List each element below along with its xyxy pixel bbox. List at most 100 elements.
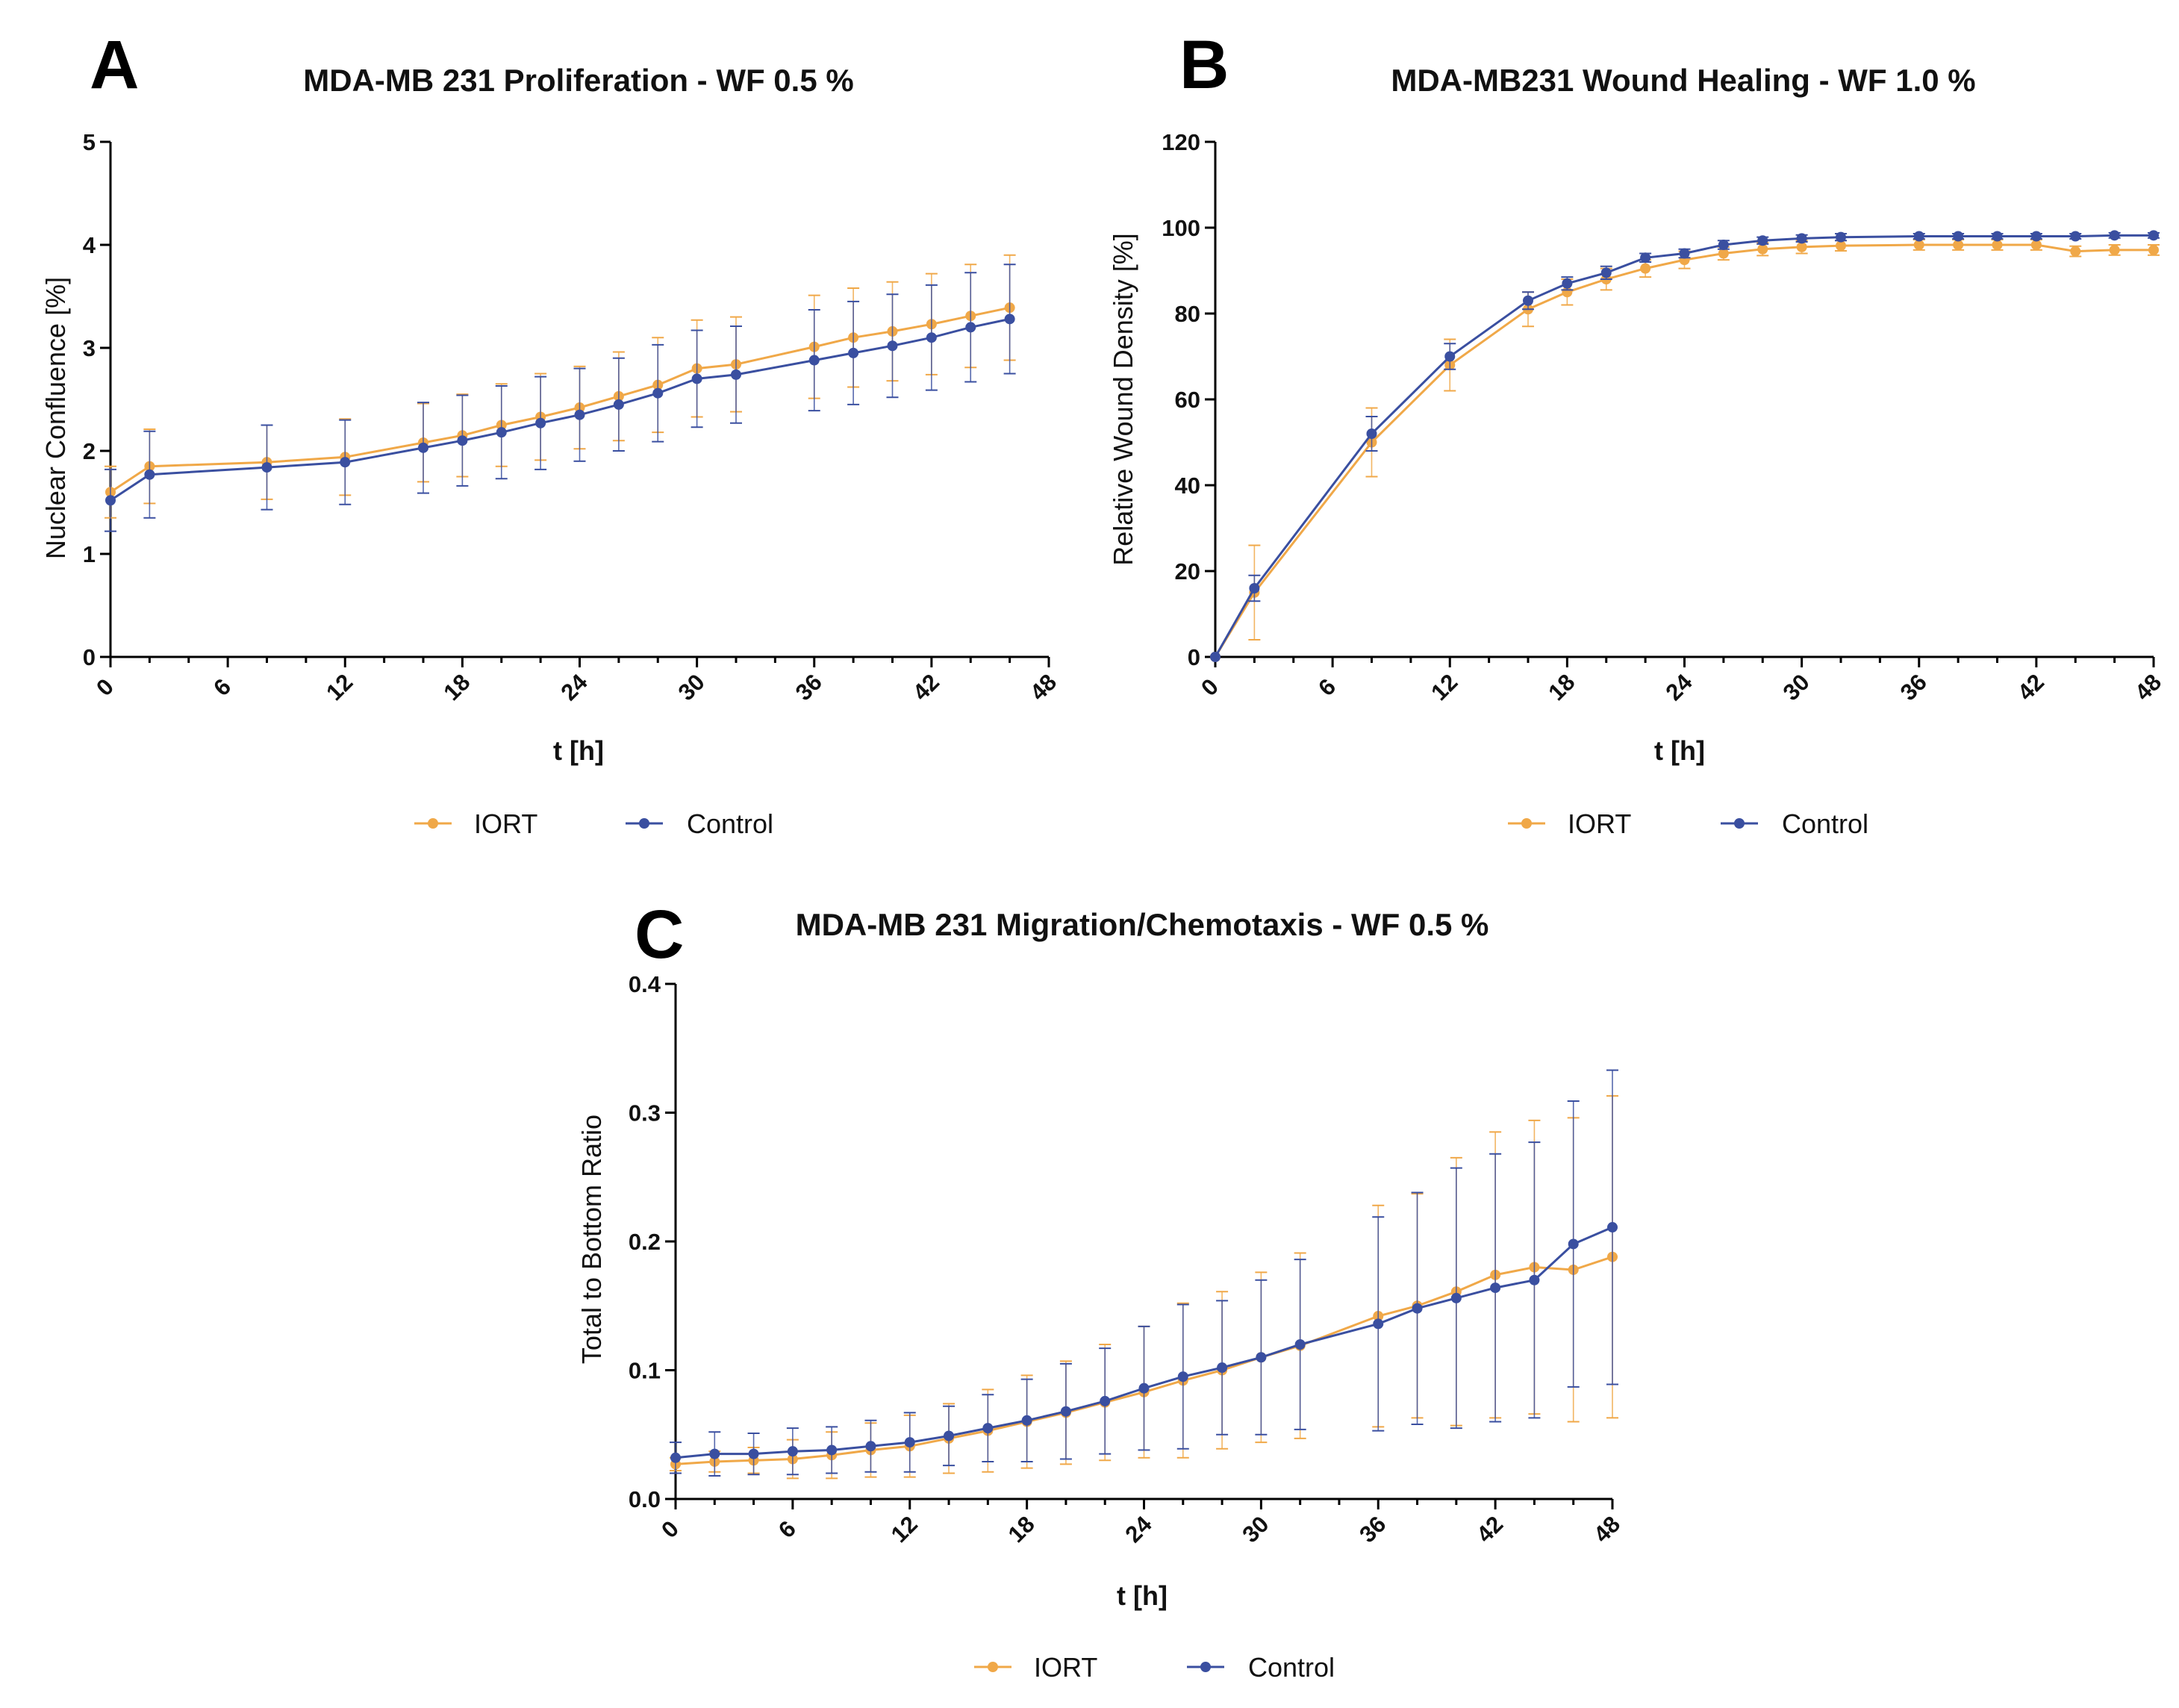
data-point	[1718, 240, 1729, 250]
data-point	[787, 1446, 798, 1457]
axes	[100, 140, 1050, 667]
data-point	[340, 457, 351, 468]
x-tick-label: 18	[1003, 1511, 1040, 1548]
data-point	[105, 495, 116, 506]
data-point	[1796, 233, 1807, 244]
legend-item-iort: IORT	[414, 808, 537, 839]
panel-c: C MDA-MB 231 Migration/Chemotaxis - WF 0…	[576, 897, 1625, 1683]
data-point	[1607, 1222, 1618, 1233]
chart-title: MDA-MB 231 Proliferation - WF 0.5 %	[303, 63, 853, 98]
panel-b: B MDA-MB231 Wound Healing - WF 1.0 % 0 20…	[1108, 27, 2166, 839]
data-point	[574, 409, 585, 420]
series-iort	[105, 254, 1016, 519]
y-tick-labels: 0.0 0.1 0.2 0.3 0.4	[629, 971, 661, 1512]
y-tick-label: 80	[1175, 301, 1200, 327]
data-point	[1953, 240, 1964, 250]
data-point	[1600, 267, 1612, 278]
x-tick-label: 6	[773, 1515, 801, 1543]
chart-title: MDA-MB 231 Migration/Chemotaxis - WF 0.5…	[796, 907, 1489, 942]
data-point	[1992, 240, 2003, 250]
legend-item-control: Control	[626, 808, 773, 839]
y-tick-label: 1	[83, 541, 96, 567]
data-point	[826, 1444, 838, 1456]
data-point	[1757, 235, 1768, 246]
data-point	[1249, 583, 1260, 593]
series-layer	[670, 1069, 1618, 1480]
y-tick-label: 100	[1162, 215, 1200, 241]
data-point	[904, 1437, 915, 1448]
x-tick-label: 6	[1313, 673, 1341, 701]
data-point	[2148, 230, 2159, 241]
data-point	[1640, 252, 1651, 264]
y-axis-label: Relative Wound Density [%]	[1108, 233, 1138, 566]
data-point	[652, 387, 664, 399]
panel-letter: B	[1179, 27, 1229, 103]
data-point	[2070, 231, 2081, 242]
data-point	[926, 332, 937, 343]
y-axis-label: Total to Bottom Ratio	[576, 1115, 607, 1364]
series-line	[110, 317, 1010, 502]
y-tick-label: 0.4	[629, 971, 661, 997]
legend: IORT Control	[1508, 808, 1868, 839]
data-point	[2070, 246, 2081, 257]
data-point	[709, 1448, 720, 1459]
data-point	[1992, 231, 2003, 242]
y-tick-labels: 0 1 2 3 4 5	[83, 129, 96, 670]
x-tick-label: 24	[1120, 1510, 1158, 1548]
data-point	[887, 340, 898, 352]
data-point	[848, 347, 859, 358]
data-point	[1757, 243, 1768, 255]
data-point	[613, 399, 624, 410]
data-point	[1836, 231, 1846, 243]
series-control	[670, 1069, 1618, 1477]
legend-label: Control	[1782, 808, 1868, 839]
series-control	[105, 264, 1016, 532]
x-tick-label: 42	[1471, 1511, 1508, 1548]
series-line	[675, 1256, 1613, 1465]
y-tick-label: 0.1	[629, 1358, 661, 1384]
data-point	[418, 442, 428, 453]
data-point	[1562, 278, 1573, 289]
data-point	[1836, 240, 1846, 252]
panel-letter: C	[635, 897, 684, 973]
data-point	[1640, 263, 1651, 274]
data-point	[1294, 1339, 1306, 1350]
data-point	[261, 462, 272, 473]
series-layer	[1210, 230, 2160, 662]
x-tick-label: 30	[1778, 669, 1815, 705]
x-axis-label: t [h]	[553, 735, 604, 766]
data-point	[1523, 295, 1533, 306]
legend-marker-iort	[988, 1662, 998, 1672]
data-point	[496, 427, 507, 438]
data-point	[1444, 351, 1456, 362]
x-tick-label: 0	[1196, 673, 1223, 701]
series-iort	[1210, 239, 2160, 662]
series-line	[110, 306, 1010, 493]
x-tick-label: 36	[1354, 1511, 1391, 1548]
data-point	[2148, 244, 2159, 255]
data-point	[1913, 240, 1924, 250]
x-tick-label: 18	[438, 669, 475, 705]
legend-marker-control	[1200, 1662, 1211, 1672]
x-tick-label: 12	[886, 1511, 923, 1548]
legend-item-iort: IORT	[974, 1652, 1097, 1683]
data-point	[144, 469, 155, 480]
data-point	[1412, 1303, 1423, 1314]
data-point	[535, 417, 546, 428]
data-point	[748, 1448, 759, 1459]
legend-label: IORT	[1568, 808, 1631, 839]
y-tick-label: 2	[83, 438, 96, 464]
y-tick-label: 0.3	[629, 1100, 661, 1126]
x-tick-label: 6	[208, 673, 236, 701]
chart-title: MDA-MB231 Wound Healing - WF 1.0 %	[1391, 63, 1975, 98]
data-point	[1679, 248, 1690, 259]
legend-item-control: Control	[1187, 1652, 1335, 1683]
x-tick-label: 42	[908, 669, 944, 705]
data-point	[1953, 231, 1964, 242]
y-tick-label: 0	[1188, 644, 1200, 670]
data-point	[808, 355, 820, 366]
x-tick-label: 36	[791, 669, 827, 705]
y-axis-label: Nuclear Confluence [%]	[40, 277, 71, 559]
y-tick-label: 4	[83, 232, 96, 258]
legend-label: Control	[687, 808, 773, 839]
